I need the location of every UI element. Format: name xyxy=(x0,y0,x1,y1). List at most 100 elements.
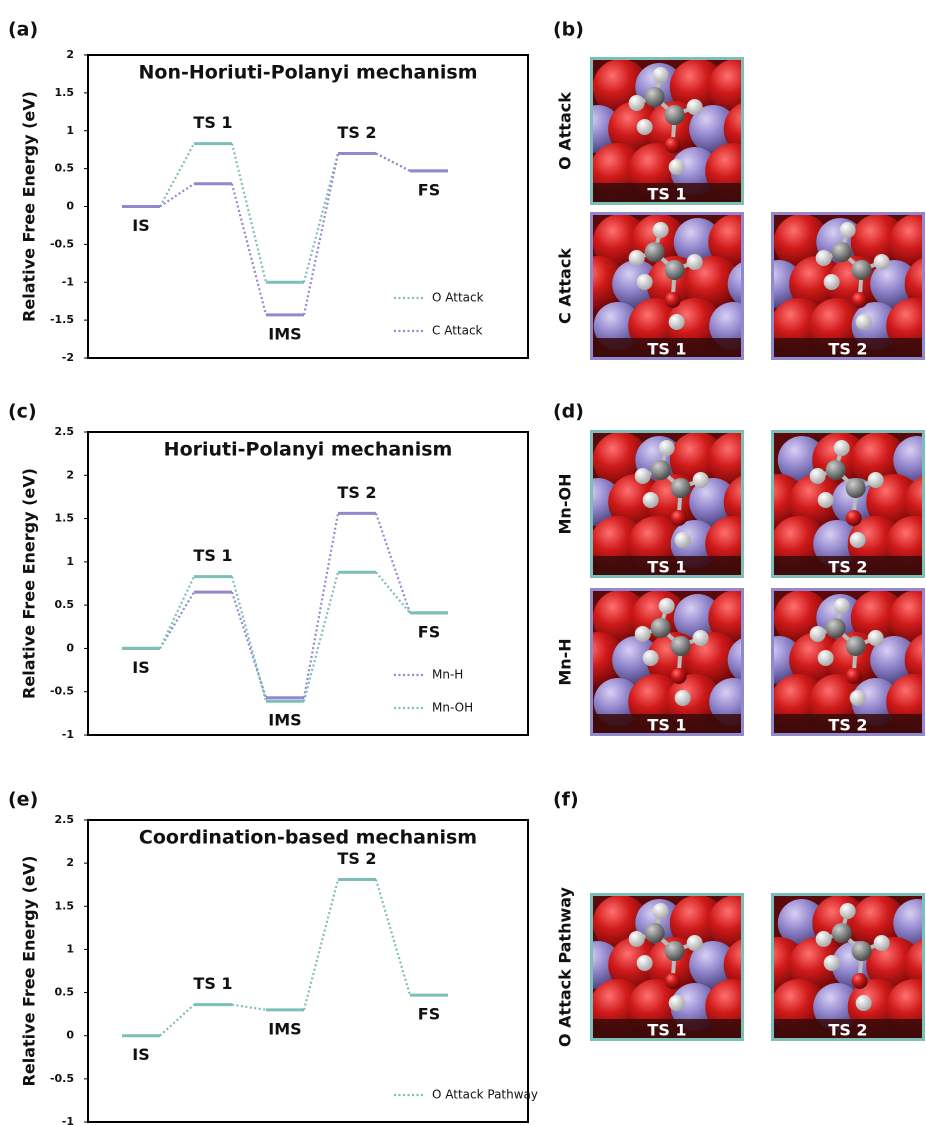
atom xyxy=(856,995,872,1011)
y-tick-label: -1 xyxy=(62,728,74,741)
atom xyxy=(671,668,687,684)
y-tick-label: 2.5 xyxy=(55,425,75,438)
legend-label: Mn-H xyxy=(432,668,463,682)
atom xyxy=(824,274,840,290)
structure-image: TS 2 xyxy=(751,430,926,578)
level-label: IS xyxy=(132,216,149,235)
atom xyxy=(665,137,681,153)
image-caption: TS 1 xyxy=(647,558,686,577)
legend-label: O Attack Pathway xyxy=(432,1088,538,1102)
y-axis-label: Relative Free Energy (eV) xyxy=(20,468,39,699)
y-tick-label: -1.5 xyxy=(50,313,74,326)
atom xyxy=(728,636,776,684)
structure-image: TS 1 xyxy=(574,893,780,1041)
panel-label: (b) xyxy=(553,19,584,41)
level-label: IMS xyxy=(268,711,301,730)
y-tick-label: -2 xyxy=(62,351,74,364)
connector xyxy=(232,577,266,702)
level-label: IS xyxy=(132,658,149,677)
atom xyxy=(669,314,685,330)
atom xyxy=(728,260,776,308)
atom xyxy=(645,923,665,943)
atom xyxy=(665,105,685,125)
level-label: FS xyxy=(418,622,440,641)
structure-image: TS 2 xyxy=(755,588,926,736)
atom xyxy=(671,478,691,498)
y-axis-label: Relative Free Energy (eV) xyxy=(20,91,39,322)
image-caption: TS 1 xyxy=(647,716,686,735)
level-label: TS 1 xyxy=(193,974,232,993)
connector xyxy=(160,184,194,207)
atom xyxy=(643,650,659,666)
connector xyxy=(160,144,194,207)
atom xyxy=(659,440,675,456)
atom xyxy=(665,941,685,961)
connector xyxy=(232,144,266,283)
atom xyxy=(852,260,872,280)
level-label: TS 2 xyxy=(337,849,376,868)
y-tick-label: -1 xyxy=(62,275,74,288)
atom xyxy=(850,532,866,548)
atom xyxy=(852,973,868,989)
atom xyxy=(850,690,866,706)
atom xyxy=(645,242,665,262)
atom xyxy=(671,510,687,526)
atom xyxy=(852,941,872,961)
connector xyxy=(304,572,338,701)
y-tick-label: 2 xyxy=(66,856,74,869)
atom xyxy=(834,598,850,614)
atom xyxy=(818,650,834,666)
y-tick-label: 0.5 xyxy=(55,598,75,611)
chart-title: Horiuti-Polanyi mechanism xyxy=(164,439,453,461)
legend-label: C Attack xyxy=(432,324,483,338)
level-label: FS xyxy=(418,1005,440,1024)
panel-label: (c) xyxy=(8,401,37,423)
atom xyxy=(840,903,856,919)
atom xyxy=(810,468,826,484)
atom xyxy=(846,510,862,526)
atom xyxy=(665,973,681,989)
y-tick-label: 1 xyxy=(66,555,74,568)
plot-frame xyxy=(88,432,528,735)
row-label: O Attack xyxy=(556,92,575,170)
level-label: TS 2 xyxy=(337,483,376,502)
level-label: TS 2 xyxy=(337,123,376,142)
level-label: IMS xyxy=(268,324,301,343)
atom xyxy=(856,314,872,330)
connector xyxy=(376,880,410,996)
atom xyxy=(868,630,884,646)
panel-label: (a) xyxy=(8,19,38,41)
image-caption: TS 1 xyxy=(647,340,686,359)
atom xyxy=(687,99,703,115)
connector xyxy=(376,153,410,170)
image-caption: TS 2 xyxy=(828,1021,867,1040)
panel-label: (f) xyxy=(553,789,579,811)
atom xyxy=(637,955,653,971)
atom xyxy=(675,532,691,548)
atom xyxy=(810,626,826,642)
atom xyxy=(832,923,852,943)
atom xyxy=(671,636,691,656)
image-caption: TS 1 xyxy=(647,1021,686,1040)
y-tick-label: 0 xyxy=(66,1029,74,1042)
y-tick-label: -0.5 xyxy=(50,685,74,698)
row-label: C Attack xyxy=(556,248,575,324)
y-tick-label: 1.5 xyxy=(55,86,75,99)
atom xyxy=(826,618,846,638)
atom xyxy=(693,630,709,646)
atom xyxy=(874,254,890,270)
atom xyxy=(687,935,703,951)
y-tick-label: 0.5 xyxy=(55,986,75,999)
atom xyxy=(669,159,685,175)
y-tick-label: 0.5 xyxy=(55,162,75,175)
atom xyxy=(669,995,685,1011)
atom xyxy=(635,626,651,642)
chart-title: Non-Horiuti-Polanyi mechanism xyxy=(138,62,477,84)
y-tick-label: 1 xyxy=(66,124,74,137)
structure-image: TS 1 xyxy=(574,57,780,205)
panel-label: (e) xyxy=(8,789,38,811)
structure-image: TS 1 xyxy=(574,430,780,578)
image-caption: TS 1 xyxy=(647,185,686,204)
connector xyxy=(304,153,338,314)
y-tick-label: -1 xyxy=(62,1115,74,1125)
